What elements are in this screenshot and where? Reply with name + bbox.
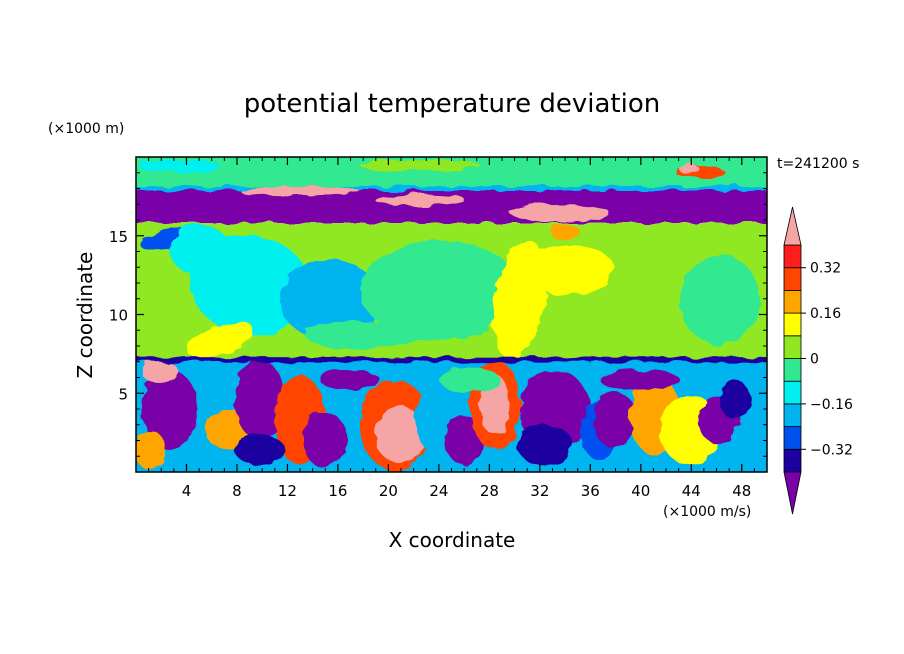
y-tick-label: 15 — [109, 228, 128, 246]
warm-streak — [240, 186, 360, 196]
top-patch — [140, 159, 220, 173]
colorbar-label: −0.32 — [810, 442, 853, 458]
warm-streak — [375, 194, 465, 206]
mid-patch — [550, 224, 580, 240]
mid-patch — [493, 240, 547, 360]
swirl-patch — [517, 425, 573, 465]
x-tick-label: 4 — [182, 482, 192, 500]
x-tick-label: 16 — [328, 482, 347, 500]
chart-title: potential temperature deviation — [244, 89, 660, 119]
colorbar-swatch — [783, 267, 802, 291]
colorbar-swatch — [783, 426, 802, 450]
colorbar-swatch — [783, 358, 802, 382]
band-boundary — [136, 357, 767, 363]
x-axis-title: X coordinate — [389, 528, 516, 552]
swirl-patch — [593, 392, 637, 448]
time-label: t=241200 s — [777, 156, 859, 172]
field-texture — [136, 157, 767, 472]
colorbar-swatch — [783, 403, 802, 427]
swirl-patch — [235, 435, 285, 465]
swirl-patch — [320, 370, 380, 390]
mid-patch — [280, 260, 380, 340]
x-tick-label: 20 — [379, 482, 398, 500]
colorbar-label: 0 — [810, 352, 819, 368]
mid-patch — [305, 321, 415, 349]
colorbar: 0.32 0.16 0 −0.16 −0.32 — [783, 206, 853, 515]
top-patch — [680, 165, 700, 175]
colorbar-swatch — [783, 244, 802, 269]
colorbar-under-arrow — [783, 471, 802, 515]
mid-patch — [170, 225, 230, 275]
x-tick-label: 44 — [682, 482, 701, 500]
swirl-patch — [142, 360, 178, 384]
colorbar-swatch — [783, 335, 802, 359]
x-unit-label: (×1000 m/s) — [663, 504, 751, 520]
mid-patch — [186, 322, 254, 358]
colorbar-label: −0.16 — [810, 397, 853, 413]
colorbar-label: 0.32 — [810, 261, 841, 277]
colorbar-over-arrow — [783, 206, 802, 246]
x-tick-label: 36 — [581, 482, 600, 500]
contour-field — [136, 157, 767, 472]
colorbar-label: 0.16 — [810, 306, 841, 322]
x-axis: 4 8 12 16 20 24 28 32 36 40 44 48 — [148, 157, 755, 500]
top-patch — [360, 159, 480, 171]
band-boundary — [136, 186, 767, 191]
colorbar-swatch — [783, 312, 802, 337]
y-unit-label: (×1000 m) — [48, 121, 124, 137]
y-axis-title: Z coordinate — [73, 252, 97, 379]
y-axis: 5 10 15 — [109, 172, 767, 457]
swirl-patch — [142, 370, 198, 450]
y-tick-label: 5 — [118, 385, 128, 403]
x-tick-label: 24 — [429, 482, 448, 500]
x-tick-label: 12 — [278, 482, 297, 500]
swirl-patch — [136, 430, 165, 470]
swirl-patch — [375, 407, 425, 463]
x-tick-label: 32 — [530, 482, 549, 500]
x-tick-label: 28 — [480, 482, 499, 500]
swirl-patch — [720, 380, 750, 420]
y-tick-label: 10 — [109, 307, 128, 325]
swirl-patch — [600, 370, 680, 390]
swirl-patch — [235, 360, 285, 440]
layer-band-1 — [136, 188, 767, 224]
mid-patch — [525, 245, 615, 295]
colorbar-swatch — [783, 289, 802, 314]
x-tick-label: 8 — [232, 482, 242, 500]
swirl-patch — [303, 412, 347, 468]
x-tick-label: 40 — [631, 482, 650, 500]
x-tick-label: 48 — [732, 482, 751, 500]
swirl-patch — [480, 375, 510, 435]
mid-patch — [360, 240, 520, 340]
mid-patch — [605, 250, 675, 350]
mid-patch — [680, 255, 760, 345]
swirl-patch — [440, 368, 500, 392]
swirl-patch — [732, 418, 767, 462]
colorbar-swatch — [783, 380, 802, 405]
warm-streak — [510, 204, 610, 222]
colorbar-swatch — [783, 448, 802, 473]
